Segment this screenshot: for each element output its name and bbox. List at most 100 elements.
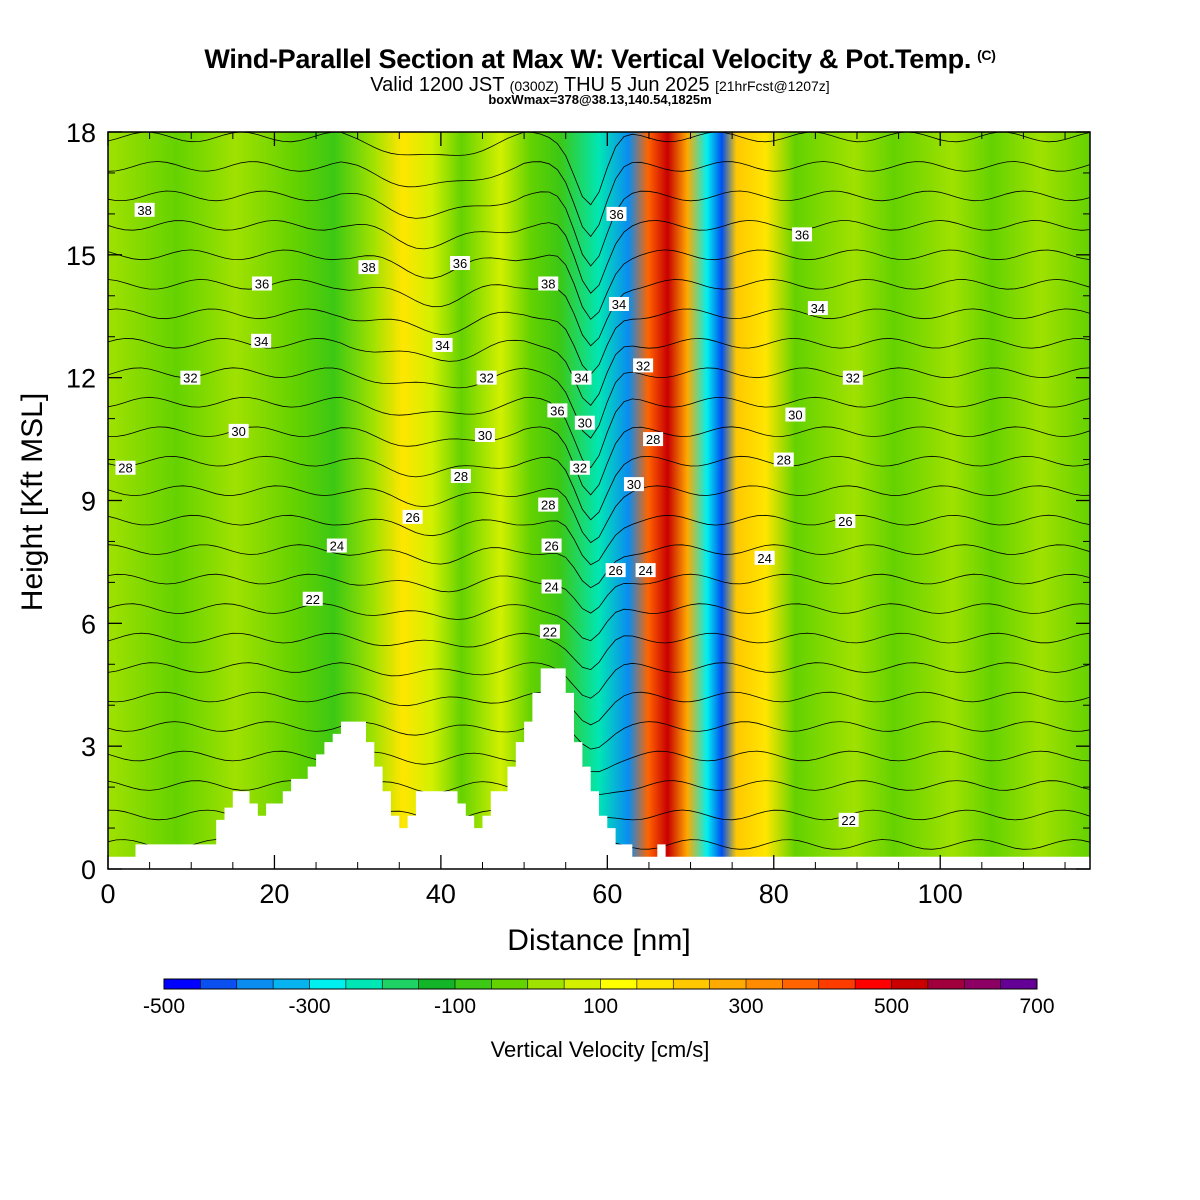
contour-label-text: 30 <box>231 424 245 439</box>
theta-contour-line <box>108 514 1090 566</box>
contour-label: 22 <box>838 812 859 828</box>
contour-label-box <box>180 370 201 385</box>
colorbar-label: Vertical Velocity [cm/s] <box>491 1037 710 1062</box>
y-tick-label: 3 <box>81 732 96 762</box>
contour-label-text: 34 <box>435 338 449 353</box>
colorbar-swatch <box>855 979 893 989</box>
colorbar-swatch <box>964 979 1002 989</box>
contour-label: 24 <box>635 563 656 578</box>
y-tick-label: 15 <box>66 241 96 271</box>
colorbar-swatch <box>891 979 929 989</box>
theta-contour-line <box>108 662 1090 699</box>
contour-label: 28 <box>450 468 471 484</box>
contour-label-text: 34 <box>811 301 825 316</box>
x-tick-label: 100 <box>918 879 963 909</box>
x-tick-label: 80 <box>759 879 789 909</box>
colorbar-swatch <box>927 979 965 989</box>
contour-label-text: 26 <box>608 563 622 578</box>
contour-label-text: 30 <box>578 416 592 431</box>
colorbar-tick-label: 100 <box>583 995 618 1018</box>
colorbar-tick-label: 700 <box>1019 995 1054 1018</box>
colorbar-tick-label: -300 <box>288 995 330 1018</box>
contour-label-box <box>571 370 592 385</box>
contour-label-text: 24 <box>638 563 652 578</box>
contour-label-box <box>605 563 626 578</box>
contour-label-box <box>251 333 272 348</box>
contour-label-box <box>115 460 136 475</box>
colorbar-swatch <box>418 979 456 989</box>
contour-label-text: 32 <box>846 371 860 386</box>
contour-label-text: 24 <box>544 579 558 594</box>
contour-label-text: 28 <box>541 498 555 513</box>
contour-label-text: 28 <box>777 453 791 468</box>
contour-label: 32 <box>842 370 863 386</box>
theta-contour-line <box>108 308 1090 376</box>
contour-label-box <box>402 509 423 524</box>
contour-label-box <box>326 538 347 553</box>
theta-contour-line <box>108 632 1090 671</box>
colorbar-swatch <box>236 979 274 989</box>
theta-contour-line <box>108 426 1090 496</box>
contour-label: 38 <box>134 202 155 218</box>
contour-label-box <box>569 460 590 475</box>
x-tick-label: 40 <box>426 879 456 909</box>
theta-contour-line <box>108 132 1090 206</box>
contour-label: 30 <box>574 415 595 431</box>
colorbar-tick-label: -500 <box>143 995 185 1018</box>
contour-label-box <box>633 358 654 373</box>
contour-label: 32 <box>569 460 590 476</box>
contour-label: 30 <box>228 423 249 439</box>
contour-label-text: 26 <box>544 539 558 554</box>
contour-label: 32 <box>476 370 497 386</box>
contour-label: 34 <box>807 301 828 316</box>
colorbar-swatch <box>455 979 492 989</box>
contour-label: 26 <box>402 509 423 525</box>
contour-label: 30 <box>623 477 644 492</box>
contour-label: 34 <box>432 337 453 353</box>
contour-label-text: 28 <box>118 461 132 476</box>
contour-label-box <box>643 432 664 447</box>
colorbar-swatch <box>273 979 311 989</box>
contour-label: 28 <box>538 497 559 513</box>
contour-label: 36 <box>450 256 471 271</box>
contour-label: 26 <box>605 563 626 578</box>
contour-label-text: 36 <box>550 403 564 418</box>
contour-label: 30 <box>474 427 495 443</box>
x-axis-label: Distance [nm] <box>507 924 690 957</box>
contour-label-text: 24 <box>757 551 771 566</box>
theta-contour-line <box>108 691 1090 726</box>
contour-label: 28 <box>115 460 136 476</box>
colorbar-tick-label: 500 <box>874 995 909 1018</box>
contour-label-box <box>547 403 568 418</box>
contour-label-text: 32 <box>183 371 197 386</box>
contour-label-box <box>807 301 828 316</box>
y-axis-label: Height [Kft MSL] <box>16 393 49 611</box>
contour-label-text: 34 <box>574 371 588 386</box>
contour-label-box <box>635 563 656 578</box>
colorbar-swatch <box>527 979 565 989</box>
contour-label-text: 26 <box>838 514 852 529</box>
contour-label-text: 34 <box>612 297 626 312</box>
contour-label-text: 34 <box>254 334 268 349</box>
contour-label-text: 22 <box>841 813 855 828</box>
contour-label-box <box>608 296 629 311</box>
contour-label-box <box>785 407 806 422</box>
colorbar-swatch <box>746 979 783 989</box>
contour-label: 38 <box>538 276 559 291</box>
y-tick-label: 0 <box>81 855 96 885</box>
contour-label-box <box>574 415 595 430</box>
x-tick-label: 20 <box>259 879 289 909</box>
contour-label: 36 <box>606 206 627 222</box>
contour-label-text: 30 <box>478 428 492 443</box>
contour-label-box <box>773 452 794 467</box>
velocity-field <box>108 132 1090 869</box>
contour-label-text: 32 <box>636 358 650 373</box>
colorbar-swatch <box>1000 979 1038 989</box>
contour-label-box <box>538 497 559 512</box>
box-wmax-line: boxWmax=378@38.13,140.54,1825m <box>488 92 712 107</box>
contour-label: 22 <box>539 624 560 640</box>
theta-contour-line <box>108 455 1090 521</box>
theta-contour-line <box>108 750 1090 773</box>
colorbar-swatch <box>491 979 529 989</box>
contour-label: 26 <box>541 538 562 554</box>
